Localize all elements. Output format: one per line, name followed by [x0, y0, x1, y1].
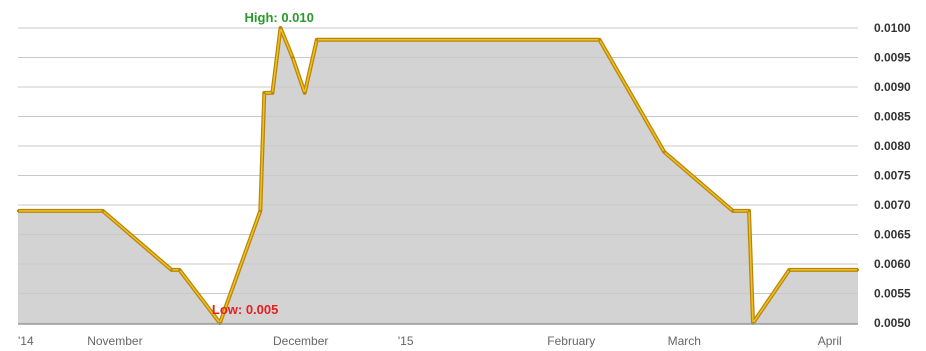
data-point: [303, 91, 306, 95]
data-point: [731, 209, 734, 213]
x-tick-label: December: [273, 334, 328, 348]
y-tick-label: 0.0080: [874, 139, 911, 153]
data-point: [271, 91, 274, 95]
y-tick-label: 0.0065: [874, 228, 911, 242]
data-point: [259, 209, 262, 213]
data-point: [291, 56, 294, 59]
data-point: [856, 268, 860, 272]
y-tick-label: 0.0050: [874, 316, 911, 330]
data-point: [747, 209, 751, 213]
x-tick-label: '15: [398, 334, 414, 348]
price-line: [16, 26, 860, 325]
data-point: [101, 209, 105, 213]
x-axis: '14 November December '15 February March April: [18, 323, 858, 348]
data-point: [279, 26, 282, 30]
x-tick-label: April: [818, 334, 842, 348]
data-point: [663, 150, 666, 154]
data-point: [178, 268, 181, 272]
y-axis: 0.0100 0.0095 0.0090 0.0085 0.0080 0.0075 0.00…: [874, 21, 911, 330]
y-tick-label: 0.0060: [874, 257, 911, 271]
y-tick-label: 0.0075: [874, 169, 911, 183]
y-tick-label: 0.0090: [874, 80, 911, 94]
y-tick-label: 0.0095: [874, 51, 911, 65]
data-point: [598, 38, 601, 41]
data-point: [16, 209, 20, 213]
high-annotation: High: 0.010: [245, 10, 314, 25]
x-tick-label: February: [547, 334, 595, 348]
data-point: [263, 91, 266, 95]
low-annotation: Low: 0.005: [212, 302, 278, 317]
y-tick-label: 0.0070: [874, 198, 911, 212]
data-point: [788, 268, 791, 272]
y-tick-label: 0.0100: [874, 21, 911, 35]
y-tick-label: 0.0055: [874, 287, 911, 301]
y-tick-label: 0.0085: [874, 110, 911, 124]
data-point: [315, 38, 318, 41]
data-point: [170, 268, 173, 272]
x-tick-label: March: [668, 334, 701, 348]
x-tick-label: November: [87, 334, 142, 348]
x-tick-label: '14: [18, 334, 34, 348]
gridlines: [18, 27, 858, 324]
